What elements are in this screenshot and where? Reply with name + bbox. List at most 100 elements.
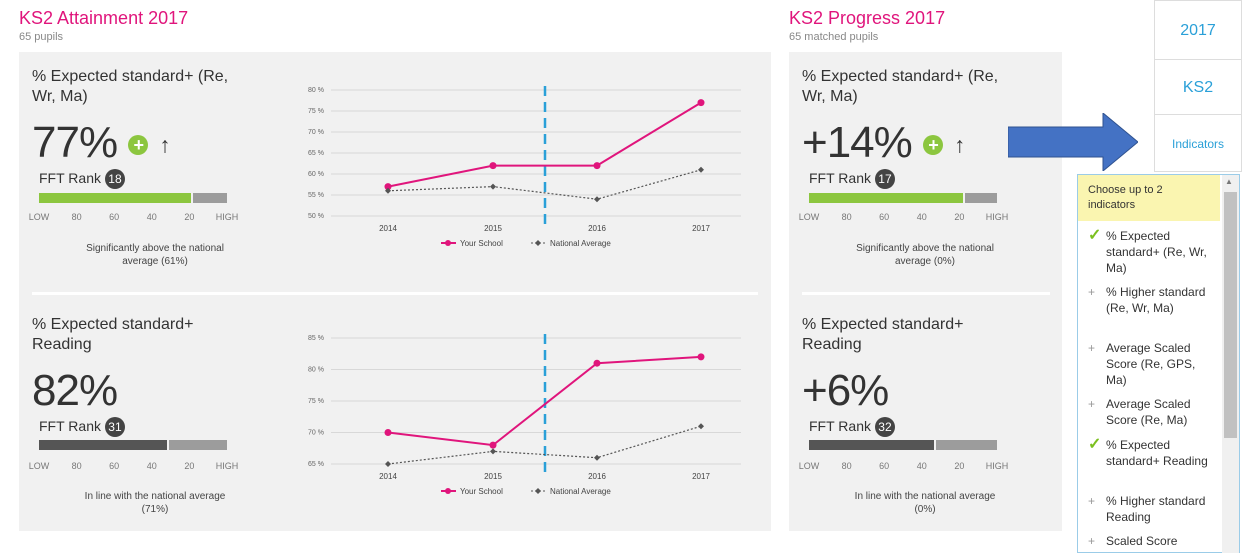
legend-national-marker: [535, 488, 541, 494]
rank-badge: 18: [104, 169, 125, 189]
plus-icon: +: [1088, 341, 1096, 355]
rank-scale: LOW 80 60 40 20 HIGH: [28, 212, 239, 222]
y-tick-label: 65 %: [308, 150, 324, 157]
x-tick-label: 2014: [379, 224, 397, 233]
rank-bar-fill: [809, 440, 934, 450]
x-tick-label: 2017: [692, 224, 710, 233]
annotation-arrow-icon: [1008, 113, 1138, 171]
tab-stage[interactable]: KS2: [1154, 59, 1242, 115]
dropdown-item[interactable]: + Scaled Score: [1088, 534, 1178, 548]
plus-circle-icon: +: [923, 135, 943, 156]
data-point-national: [698, 166, 704, 173]
x-tick-label: 2015: [484, 224, 502, 233]
progress-indicator-2-value: +6%: [802, 366, 889, 415]
dropdown-item[interactable]: + Average Scaled Score (Re, GPS, Ma): [1088, 341, 1196, 387]
legend-national-marker: [535, 240, 541, 246]
legend-national-label: National Average: [550, 239, 611, 248]
check-icon: ✓: [1088, 436, 1102, 453]
y-tick-label: 75 %: [308, 108, 324, 115]
legend-school-marker: [445, 240, 451, 246]
progress-title: KS2 Progress 2017: [789, 8, 946, 28]
x-tick-label: 2016: [588, 472, 606, 481]
rank-bar-rest: [169, 440, 227, 450]
rank-bar-fill: [39, 193, 191, 203]
scroll-up-icon[interactable]: ▲: [1225, 177, 1233, 186]
dropdown-item[interactable]: +% Higher standard (Re, Wr, Ma): [1088, 285, 1206, 315]
rank-bar-rest: [193, 193, 227, 203]
data-point-national: [698, 423, 704, 430]
y-tick-label: 50 %: [308, 213, 324, 220]
rank-bar-rest: [965, 193, 997, 203]
indicator-2-note: In line with the national average (71%): [84, 491, 226, 515]
plus-icon: +: [1088, 494, 1096, 508]
chart-indicator-1: 80 % 75 % 70 % 65 % 60 % 55 % 50 % 2014 2015 2016…: [308, 86, 741, 248]
progress-subtitle: 65 matched pupils: [789, 31, 879, 43]
dropdown-header: Choose up to 2 indicators: [1078, 175, 1220, 221]
x-tick-label: 2016: [588, 224, 606, 233]
plus-circle-icon: +: [128, 135, 149, 156]
fft-rank-label: FFT Rank: [39, 170, 101, 186]
up-arrow-icon: ↑: [159, 132, 171, 158]
up-arrow-icon: ↑: [954, 132, 965, 158]
y-tick-label: 70 %: [308, 430, 324, 437]
indicator-2-value: 82%: [32, 366, 118, 415]
y-tick-label: 65 %: [308, 461, 324, 468]
data-point-school: [697, 99, 705, 107]
legend-school-marker: [445, 488, 451, 494]
y-tick-label: 75 %: [308, 398, 324, 405]
y-tick-label: 80 %: [308, 87, 324, 94]
data-point-national: [594, 454, 600, 461]
progress-divider: [802, 292, 1050, 295]
chart-indicator-2: 85 % 80 % 75 % 70 % 65 % 2014 2015 2016 2017 Your…: [308, 334, 741, 496]
rank-badge: 17: [874, 169, 895, 189]
indicator-1-value-text: 77%: [32, 118, 118, 167]
tab-year[interactable]: 2017: [1154, 0, 1242, 60]
data-point-national: [490, 183, 496, 190]
x-tick-label: 2015: [484, 472, 502, 481]
x-tick-label: 2014: [379, 472, 397, 481]
fft-rank-label: FFT Rank: [39, 418, 101, 434]
fft-rank: FFT Rank 32: [809, 417, 895, 437]
data-point-school: [489, 162, 497, 170]
plus-icon: +: [1088, 534, 1096, 548]
indicator-1-title: % Expected standard+ (Re, Wr, Ma): [32, 68, 229, 105]
x-tick-label: 2017: [692, 472, 710, 481]
series-line-national: [387, 425, 702, 465]
progress-indicator-1-value: +14% + ↑: [802, 118, 965, 168]
series-line-national: [387, 169, 702, 200]
indicator-2-title: % Expected standard+ Reading: [32, 316, 194, 353]
data-point-school: [593, 162, 601, 170]
rank-bar-fill: [39, 440, 167, 450]
y-tick-label: 55 %: [308, 192, 324, 199]
scrollbar-thumb[interactable]: [1224, 192, 1237, 438]
data-point-national: [594, 196, 600, 203]
data-point-national: [385, 187, 391, 194]
dropdown-item[interactable]: ✓% Expected standard+ (Re, Wr, Ma): [1088, 227, 1207, 276]
tab-indicators[interactable]: Indicators: [1154, 114, 1242, 172]
data-point-school: [593, 359, 601, 367]
rank-badge: 32: [874, 417, 895, 437]
dropdown-item[interactable]: ✓% Expected standard+ Reading: [1088, 436, 1208, 469]
rank-scale: LOW 80 60 40 20 HIGH: [28, 461, 239, 471]
fft-rank-label: FFT Rank: [809, 418, 871, 434]
y-tick-label: 70 %: [308, 129, 324, 136]
rank-scale: LOW 80 60 40 20 HIGH: [798, 461, 1009, 471]
y-tick-label: 85 %: [308, 335, 324, 342]
fft-rank: FFT Rank 17: [809, 169, 895, 189]
dropdown-item[interactable]: +% Higher standard Reading: [1088, 494, 1206, 524]
indicator-dropdown: Choose up to 2 indicators ✓% Expected st…: [1077, 174, 1240, 553]
series-line-school: [387, 101, 702, 188]
progress-indicator-2-title: % Expected standard+ Reading: [802, 316, 964, 353]
check-icon: ✓: [1088, 227, 1102, 244]
progress-indicator-1-title: % Expected standard+ (Re, Wr, Ma): [802, 68, 999, 105]
data-point-national: [385, 461, 391, 467]
data-point-school: [384, 429, 392, 436]
legend-national-label: National Average: [550, 487, 611, 496]
progress-indicator-1-note: Significantly above the national average…: [856, 243, 994, 267]
rank-bar-fill: [809, 193, 963, 203]
y-tick-label: 60 %: [308, 171, 324, 178]
series-line-school: [387, 355, 702, 447]
attainment-title: KS2 Attainment 2017: [19, 8, 189, 28]
progress-indicator-2-note: In line with the national average (0%): [854, 491, 996, 515]
dropdown-item[interactable]: + Average Scaled Score (Re, Ma): [1088, 397, 1191, 427]
